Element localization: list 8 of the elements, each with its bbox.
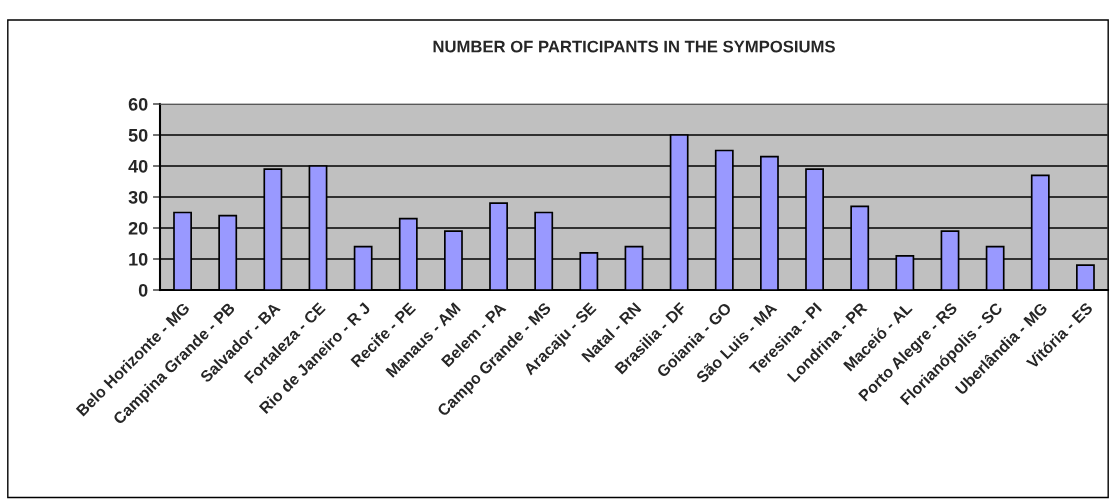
y-tick-label: 20 — [128, 221, 148, 235]
chart-title: NUMBER OF PARTICIPANTS IN THE SYMPOSIUMS — [433, 40, 835, 53]
y-tick-label: 60 — [128, 97, 148, 111]
y-tick-label: 40 — [128, 159, 148, 173]
y-tick-label: 10 — [129, 252, 148, 266]
y-tick-label: 0 — [138, 283, 148, 297]
y-tick-label: 50 — [128, 128, 148, 142]
y-tick-label: 30 — [128, 190, 148, 204]
